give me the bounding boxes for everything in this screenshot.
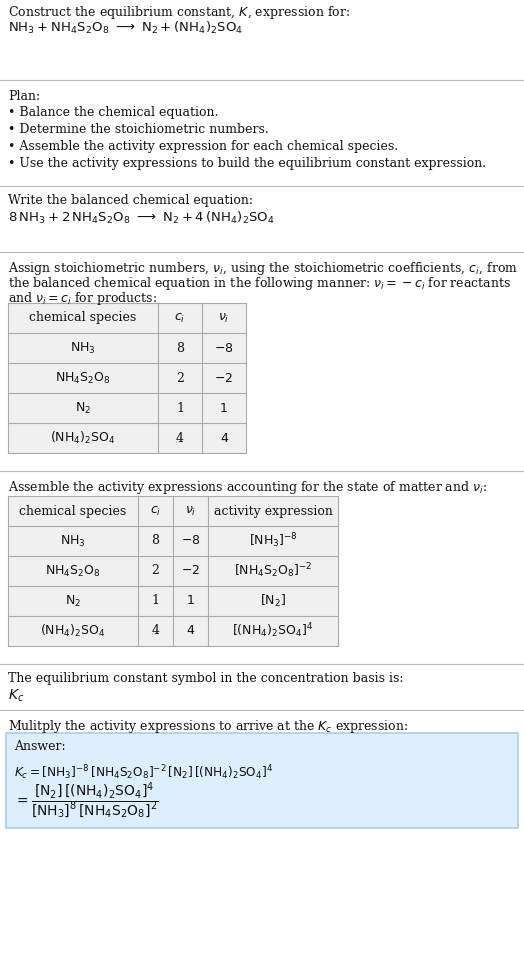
Text: $\mathrm{NH_4S_2O_8}$: $\mathrm{NH_4S_2O_8}$: [45, 564, 101, 578]
Text: • Determine the stoichiometric numbers.: • Determine the stoichiometric numbers.: [8, 123, 269, 136]
Text: $\nu_i$: $\nu_i$: [185, 504, 196, 518]
Text: 2: 2: [151, 565, 159, 577]
Text: and $\nu_i = c_i$ for products:: and $\nu_i = c_i$ for products:: [8, 290, 157, 307]
Text: $\mathrm{NH_3 + NH_4S_2O_8\ \longrightarrow\ N_2 + (NH_4)_2SO_4}$: $\mathrm{NH_3 + NH_4S_2O_8\ \longrightar…: [8, 20, 243, 36]
Text: Mulitply the activity expressions to arrive at the $K_c$ expression:: Mulitply the activity expressions to arr…: [8, 718, 408, 735]
Text: $-8$: $-8$: [181, 534, 200, 548]
Text: $\mathrm{NH_4S_2O_8}$: $\mathrm{NH_4S_2O_8}$: [55, 370, 111, 386]
Bar: [6, 733, 518, 828]
Text: $\mathrm{N_2}$: $\mathrm{N_2}$: [75, 401, 91, 415]
Bar: [8, 303, 246, 453]
Text: The equilibrium constant symbol in the concentration basis is:: The equilibrium constant symbol in the c…: [8, 672, 403, 685]
Text: 8: 8: [176, 341, 184, 355]
Text: $[\mathrm{N_2}]$: $[\mathrm{N_2}]$: [260, 593, 286, 609]
Text: $8\,\mathrm{NH_3 + 2\,NH_4S_2O_8\ \longrightarrow\ N_2 + 4\,(NH_4)_2SO_4}$: $8\,\mathrm{NH_3 + 2\,NH_4S_2O_8\ \longr…: [8, 210, 275, 226]
Text: $c_i$: $c_i$: [150, 504, 161, 518]
Text: $K_c$: $K_c$: [8, 688, 24, 705]
Text: 4: 4: [176, 432, 184, 445]
Text: 1: 1: [187, 595, 194, 607]
Text: chemical species: chemical species: [29, 312, 137, 324]
Text: $K_c = [\mathrm{NH_3}]^{-8}\,[\mathrm{NH_4S_2O_8}]^{-2}\,[\mathrm{N_2}]\,[(\math: $K_c = [\mathrm{NH_3}]^{-8}\,[\mathrm{NH…: [14, 763, 273, 782]
Text: 4: 4: [151, 624, 159, 638]
Text: 8: 8: [151, 534, 159, 548]
Text: Assign stoichiometric numbers, $\nu_i$, using the stoichiometric coefficients, $: Assign stoichiometric numbers, $\nu_i$, …: [8, 260, 518, 277]
Text: Write the balanced chemical equation:: Write the balanced chemical equation:: [8, 194, 253, 207]
Text: Answer:: Answer:: [14, 740, 66, 753]
Text: $-2$: $-2$: [214, 371, 234, 385]
Text: $\mathrm{N_2}$: $\mathrm{N_2}$: [65, 594, 81, 609]
Text: 2: 2: [176, 371, 184, 385]
Text: $= \dfrac{[\mathrm{N_2}]\,[(\mathrm{NH_4})_2\mathrm{SO_4}]^4}{[\mathrm{NH_3}]^8\: $= \dfrac{[\mathrm{N_2}]\,[(\mathrm{NH_4…: [14, 781, 159, 821]
Text: • Use the activity expressions to build the equilibrium constant expression.: • Use the activity expressions to build …: [8, 157, 486, 170]
Text: $c_i$: $c_i$: [174, 312, 185, 324]
Text: Plan:: Plan:: [8, 90, 40, 103]
Text: $[\mathrm{NH_3}]^{-8}$: $[\mathrm{NH_3}]^{-8}$: [248, 531, 298, 550]
Text: • Assemble the activity expression for each chemical species.: • Assemble the activity expression for e…: [8, 140, 398, 153]
Text: $[(\mathrm{NH_4})_2\mathrm{SO_4}]^4$: $[(\mathrm{NH_4})_2\mathrm{SO_4}]^4$: [232, 621, 314, 641]
Text: $\mathrm{NH_3}$: $\mathrm{NH_3}$: [70, 340, 96, 356]
Text: 1: 1: [220, 402, 228, 414]
Text: 4: 4: [220, 432, 228, 445]
Text: 1: 1: [176, 402, 184, 414]
Text: 1: 1: [151, 595, 159, 607]
Text: $[\mathrm{NH_4S_2O_8}]^{-2}$: $[\mathrm{NH_4S_2O_8}]^{-2}$: [234, 562, 312, 580]
Text: • Balance the chemical equation.: • Balance the chemical equation.: [8, 106, 219, 119]
Text: $\nu_i$: $\nu_i$: [219, 312, 230, 324]
Bar: [8, 496, 338, 646]
Text: $\mathrm{(NH_4)_2SO_4}$: $\mathrm{(NH_4)_2SO_4}$: [50, 430, 116, 446]
Text: $-8$: $-8$: [214, 341, 234, 355]
Text: $\mathrm{NH_3}$: $\mathrm{NH_3}$: [60, 533, 86, 549]
Text: 4: 4: [187, 624, 194, 638]
Text: $\mathrm{(NH_4)_2SO_4}$: $\mathrm{(NH_4)_2SO_4}$: [40, 623, 106, 639]
Text: Construct the equilibrium constant, $K$, expression for:: Construct the equilibrium constant, $K$,…: [8, 4, 350, 21]
Text: the balanced chemical equation in the following manner: $\nu_i = -c_i$ for react: the balanced chemical equation in the fo…: [8, 275, 511, 292]
Text: chemical species: chemical species: [19, 504, 127, 518]
Text: activity expression: activity expression: [214, 504, 332, 518]
Text: $-2$: $-2$: [181, 565, 200, 577]
Text: Assemble the activity expressions accounting for the state of matter and $\nu_i$: Assemble the activity expressions accoun…: [8, 479, 487, 496]
